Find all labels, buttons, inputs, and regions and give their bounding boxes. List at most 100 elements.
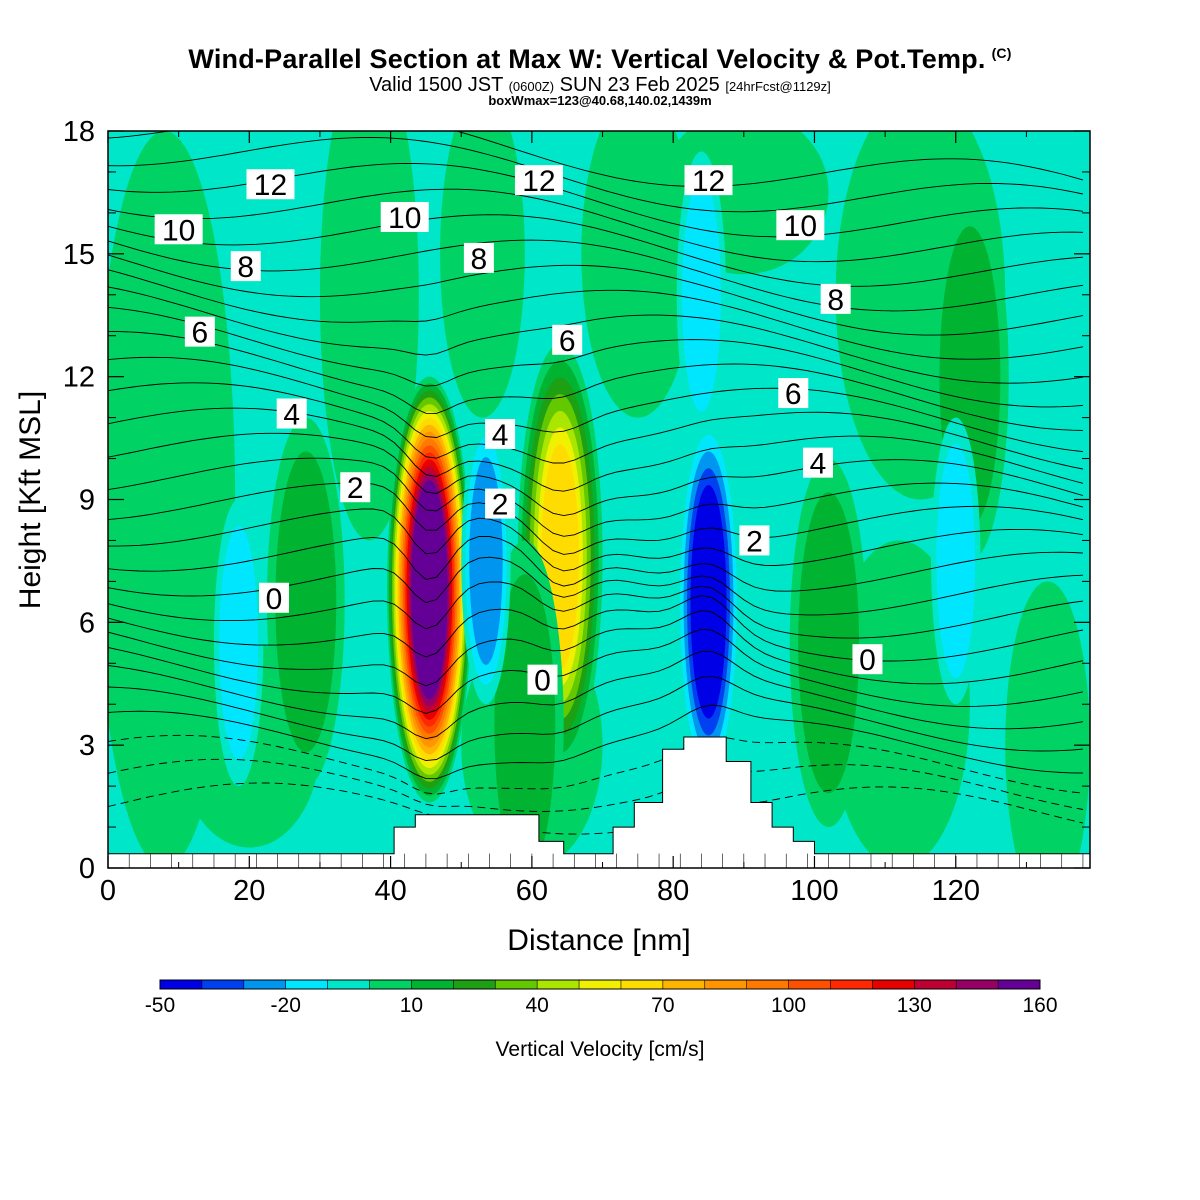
theta-label: 8	[820, 283, 851, 317]
theta-label-text: 8	[471, 243, 488, 276]
theta-contour	[108, 628, 1083, 714]
theta-label-box	[184, 316, 215, 347]
theta-label-box	[230, 251, 261, 282]
theta-label-box	[154, 214, 203, 245]
colorbar-swatch	[327, 980, 371, 989]
y-tick-label: 9	[79, 485, 95, 517]
theta-label: 10	[380, 201, 429, 235]
y-axis-label: Height [Kft MSL]	[14, 391, 47, 609]
chart-title-text: Wind-Parallel Section at Max W: Vertical…	[188, 44, 986, 74]
theta-label: 10	[776, 210, 825, 243]
terrain-profile	[108, 736, 1090, 868]
box-info: boxWmax=123@40.68,140.02,1439m	[488, 93, 712, 108]
theta-label: 4	[276, 398, 307, 432]
copyright-mark: (C)	[991, 45, 1012, 61]
downdraft-level	[473, 476, 499, 646]
colorbar-swatch	[453, 980, 496, 989]
colorbar-tick-label: 40	[525, 994, 548, 1017]
y-tick-label: 18	[63, 116, 95, 148]
terrain-mask	[108, 736, 1090, 868]
theta-label-box	[803, 447, 834, 478]
colorbar-tick-label: 10	[400, 994, 423, 1017]
colorbar-tick-label: 100	[771, 994, 806, 1017]
colorbar-swatch	[369, 980, 412, 989]
theta-label-text: 0	[859, 644, 876, 677]
x-tick-label: 60	[516, 875, 548, 907]
colorbar-swatch	[537, 980, 580, 989]
theta-label-box	[485, 418, 516, 449]
theta-label-box	[340, 472, 371, 503]
theta-label-box	[739, 525, 770, 556]
theta-label: 10	[154, 214, 203, 247]
theta-label: 12	[684, 165, 733, 198]
theta-contour	[108, 407, 1084, 492]
updraft-level	[412, 486, 446, 693]
colorbar: -50 -20 10 40 70 100 130 160	[145, 979, 1058, 1017]
theta-contour	[108, 269, 1083, 360]
theta-label: 8	[230, 251, 261, 284]
theta-label-text: 4	[283, 399, 300, 432]
theta-label: 2	[485, 488, 516, 522]
theta-contour	[108, 306, 1083, 408]
colorbar-tick-label: 70	[651, 994, 674, 1017]
field-band	[440, 131, 525, 418]
colorbar-swatch	[704, 980, 748, 989]
theta-contour	[108, 214, 1083, 287]
valid-date: SUN 23 Feb 2025	[559, 74, 720, 96]
theta-label-text: 8	[237, 251, 254, 284]
theta-contour	[108, 581, 1083, 639]
theta-contour	[108, 650, 1083, 740]
theta-contour	[108, 704, 1083, 780]
theta-label-text: 0	[534, 665, 551, 698]
colorbar-swatch	[411, 980, 454, 989]
theta-label: 4	[803, 447, 834, 481]
theta-label: 2	[340, 472, 371, 505]
chart-subtitle: Valid 1500 JST (0600Z) SUN 23 Feb 2025 […	[0, 74, 1200, 97]
theta-label: 2	[739, 525, 770, 558]
y-tick-label: 12	[63, 362, 95, 394]
theta-label-box	[463, 242, 494, 273]
colorbar-tick-label: 130	[897, 994, 932, 1017]
theta-label-text: 0	[266, 583, 283, 616]
colorbar-swatch	[956, 980, 999, 989]
theta-contour	[108, 536, 1083, 592]
y-tick-label: 6	[79, 607, 95, 639]
theta-label-text: 8	[827, 284, 844, 317]
theta-label-text: 2	[347, 472, 364, 505]
theta-label-box	[552, 324, 583, 355]
theta-label: 12	[246, 169, 295, 202]
theta-contour	[108, 382, 1083, 470]
theta-contour	[108, 758, 1083, 812]
theta-label-box	[852, 644, 883, 675]
theta-label-box	[820, 283, 851, 314]
colorbar-tick-label: -50	[145, 994, 175, 1017]
theta-label-box	[485, 488, 516, 519]
theta-contour	[108, 508, 1083, 572]
theta-label: 0	[527, 664, 558, 698]
theta-label-box	[776, 210, 825, 241]
colorbar-swatch	[998, 980, 1041, 989]
theta-label-text: 12	[254, 169, 287, 202]
theta-contour	[108, 782, 1084, 835]
theta-label-box	[259, 582, 290, 613]
theta-contour	[108, 610, 1083, 687]
theta-label-text: 10	[784, 210, 817, 243]
colorbar-swatch	[788, 980, 831, 989]
colorbar-swatch	[620, 980, 664, 989]
theta-label: 8	[463, 242, 494, 276]
theta-label-text: 6	[191, 317, 208, 350]
colorbar-swatch	[243, 980, 287, 989]
potential-temperature-contours	[108, 131, 1084, 835]
chart-title: Wind-Parallel Section at Max W: Vertical…	[0, 44, 1200, 75]
colorbar-swatch	[872, 980, 915, 989]
colorbar-label: Vertical Velocity [cm/s]	[495, 1038, 705, 1061]
theta-contour	[108, 286, 1083, 384]
theta-contour	[108, 675, 1083, 762]
colorbar-swatch	[914, 980, 957, 989]
theta-contour	[108, 457, 1084, 537]
x-tick-label: 120	[932, 875, 980, 907]
theta-label-text: 12	[522, 165, 555, 198]
theta-label: 4	[485, 418, 516, 452]
